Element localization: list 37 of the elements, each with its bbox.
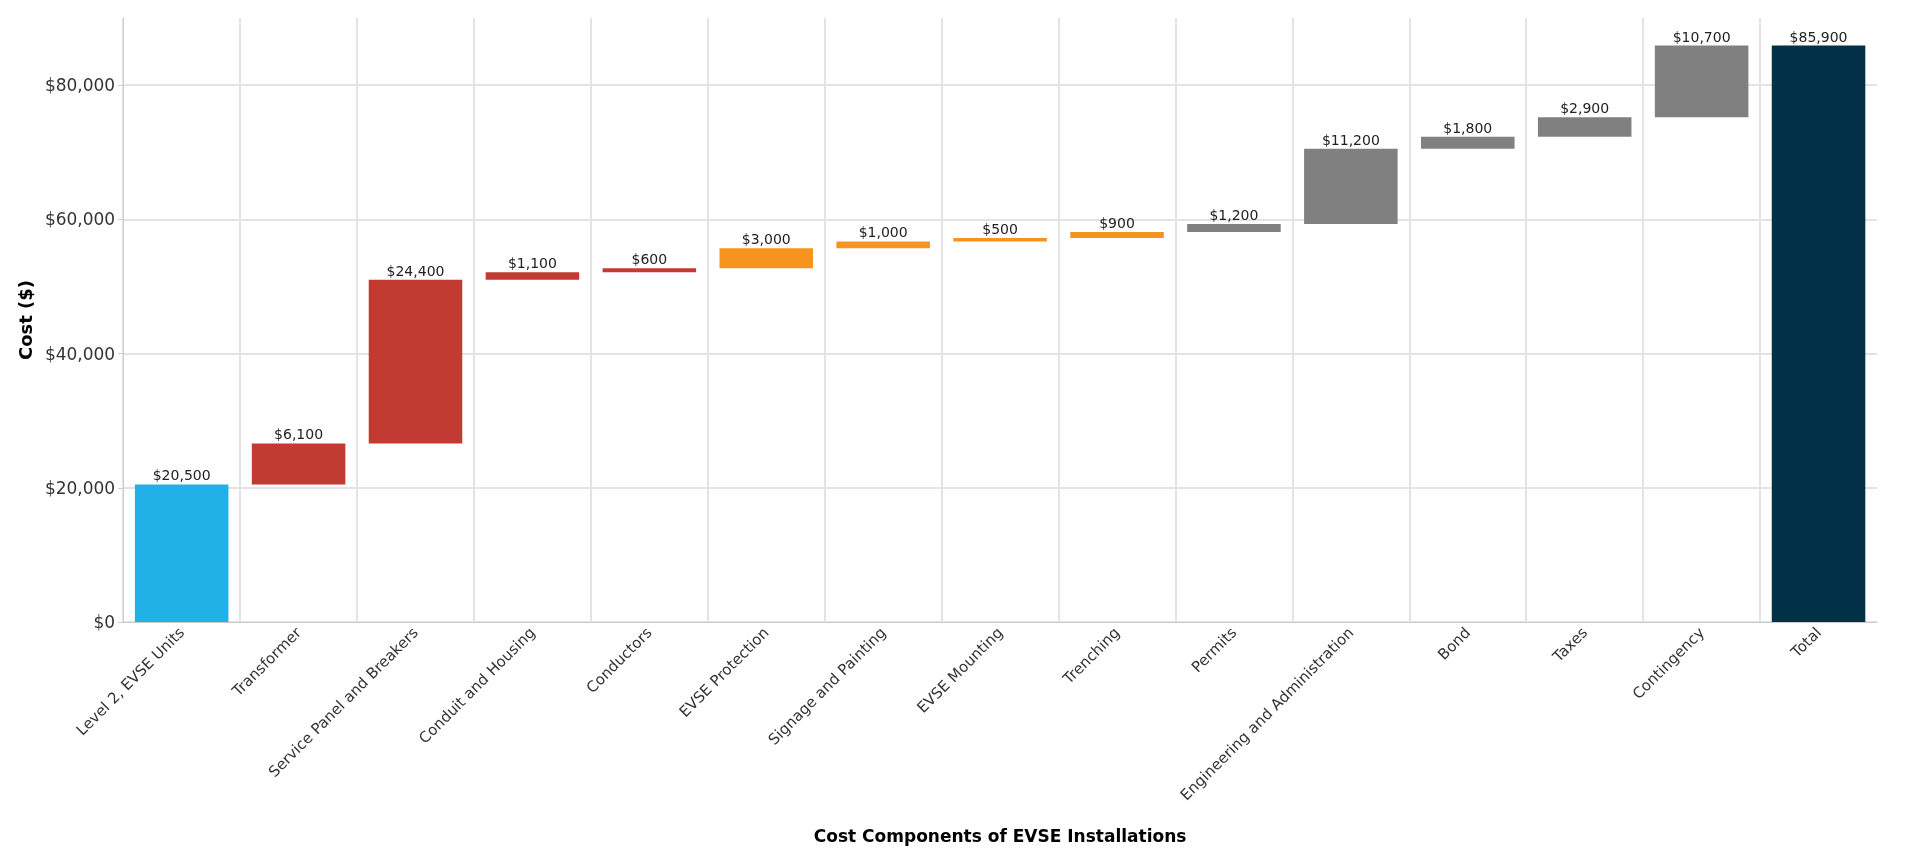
data-label: $1,800 <box>1443 119 1493 136</box>
bar <box>953 238 1047 242</box>
x-axis-title: Cost Components of EVSE Installations <box>813 825 1187 846</box>
data-label: $24,400 <box>386 262 445 279</box>
bar <box>134 484 229 622</box>
bar <box>1421 136 1515 149</box>
data-label: $1,100 <box>507 255 557 272</box>
data-label: $6,100 <box>274 426 324 443</box>
y-tick-label: $80,000 <box>44 75 116 96</box>
y-tick-label: $0 <box>93 612 116 632</box>
bar <box>719 248 814 269</box>
bar <box>602 268 697 273</box>
y-tick-label: $40,000 <box>44 343 116 364</box>
bar <box>368 279 463 444</box>
bar <box>1654 45 1749 118</box>
data-label: $85,900 <box>1789 28 1848 45</box>
bar <box>1070 232 1164 239</box>
bar <box>1771 45 1866 622</box>
data-label: $20,500 <box>152 467 211 484</box>
data-label: $11,200 <box>1321 131 1380 148</box>
data-label: $3,000 <box>741 231 791 248</box>
data-label: $500 <box>982 221 1018 238</box>
data-label: $1,200 <box>1209 207 1259 224</box>
bar <box>1537 117 1632 137</box>
data-label: $600 <box>631 251 668 268</box>
bar <box>251 443 346 485</box>
data-label: $10,700 <box>1672 28 1731 45</box>
data-label: $1,000 <box>858 224 908 241</box>
data-label: $2,900 <box>1560 100 1610 117</box>
y-tick-label: $20,000 <box>44 477 116 498</box>
bar <box>485 272 580 280</box>
bar <box>1187 224 1281 233</box>
bar <box>1304 148 1398 225</box>
data-label: $900 <box>1099 215 1135 232</box>
y-tick-label: $60,000 <box>44 209 116 230</box>
y-axis-title: Cost ($) <box>14 279 36 361</box>
bar <box>836 241 930 249</box>
